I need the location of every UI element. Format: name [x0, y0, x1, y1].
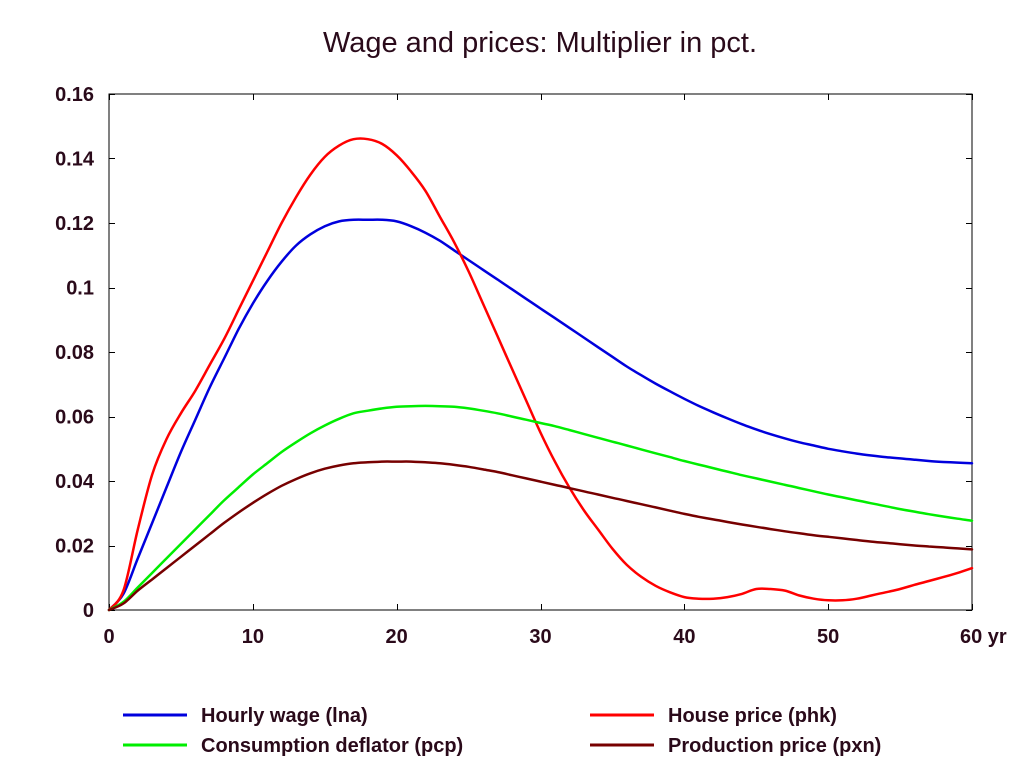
- y-tick-label: 0.16: [55, 84, 94, 106]
- chart-title: Wage and prices: Multiplier in pct.: [323, 27, 757, 59]
- y-tick-label: 0.1: [66, 278, 94, 300]
- series-lines: [107, 137, 974, 612]
- series-line-3: [107, 460, 974, 612]
- axis-ticks: 0 0.02 0.04 0.06 0.08 0.1 0.12 0.14 0.16 0 10 20 30 4…: [55, 84, 1007, 648]
- x-tick-label: 0: [103, 626, 114, 648]
- x-tick-label: 20: [386, 626, 408, 648]
- y-tick-label: 0.08: [55, 342, 94, 364]
- x-tick-label: 50: [817, 626, 839, 648]
- legend-label-1: House price (phk): [668, 705, 837, 727]
- y-tick-label: 0.14: [55, 149, 95, 171]
- x-tick-label: 40: [673, 626, 695, 648]
- x-tick-label: 60 yr: [960, 626, 1007, 648]
- y-tick-label: 0.02: [55, 536, 94, 558]
- x-tick-label: 30: [529, 626, 551, 648]
- legend: Hourly wage (lna) House price (phk) Consum…: [123, 705, 881, 757]
- legend-label-2: Consumption deflator (pcp): [201, 735, 463, 757]
- plot-frame: [108, 93, 973, 611]
- y-tick-label: 0.12: [55, 213, 94, 235]
- y-tick-label: 0.04: [55, 471, 95, 493]
- series-line-0: [107, 218, 974, 612]
- legend-label-0: Hourly wage (lna): [201, 705, 368, 727]
- series-line-2: [107, 404, 974, 612]
- y-tick-label: 0.06: [55, 407, 94, 429]
- series-line-1: [107, 137, 974, 612]
- x-tick-label: 10: [242, 626, 264, 648]
- legend-label-3: Production price (pxn): [668, 735, 881, 757]
- y-tick-label: 0: [83, 600, 94, 622]
